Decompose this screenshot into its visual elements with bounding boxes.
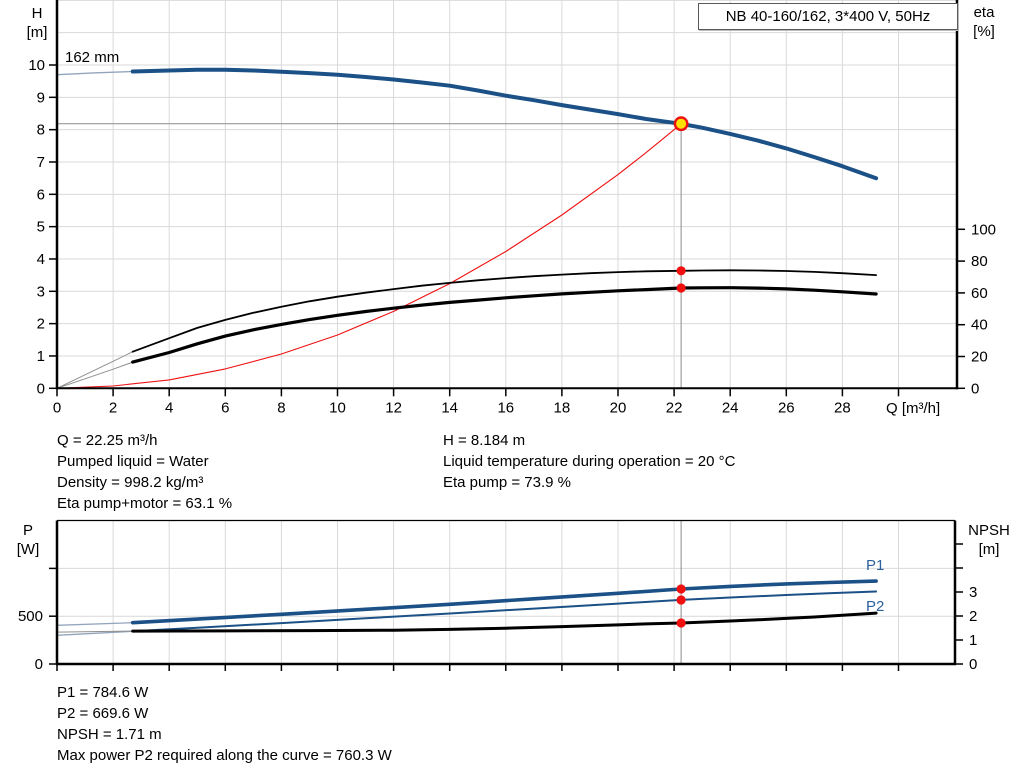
info-density: Density = 998.2 kg/m³ [57,474,204,491]
eta-axis-label-line2: [%] [973,23,995,40]
tick-label: 2 [37,316,45,333]
p-axis-label-line2: [W] [16,541,40,558]
tick-label: 24 [722,399,739,416]
duty-info-left: Q = 22.25 m³/h Pumped liquid = Water Den… [57,430,232,514]
tick-label: 0 [971,380,979,397]
tick-label: 8 [37,122,45,139]
npsh-axis-label-line2: [m] [978,541,1000,558]
tick-label: 80 [971,253,988,270]
info-npsh: NPSH = 1.71 m [57,726,162,743]
tick-label: 4 [37,251,45,268]
info-eta-pump-motor: Eta pump+motor = 63.1 % [57,495,233,512]
tick-label: 12 [385,399,402,416]
tick-label: 3 [969,584,977,601]
tick-label: 5 [37,219,45,236]
curve-p2-curve [131,590,878,633]
info-p1: P1 = 784.6 W [57,684,149,701]
p-axis-label: P [W] [6,521,50,559]
tick-label: 6 [37,186,45,203]
info-head: H = 8.184 m [443,432,526,449]
tick-label: 6 [221,399,229,416]
tick-label: 8 [277,399,285,416]
info-pumped-liquid: Pumped liquid = Water [57,453,209,470]
tick-label: 0 [37,380,45,397]
tick-label: 2 [969,608,977,625]
h-axis-label: H [m] [20,4,54,42]
npsh-axis-label: NPSH [m] [958,521,1020,559]
h-axis-label-line2: [m] [26,24,48,41]
curve-p1-curve [130,579,878,625]
eta-pump-point [676,266,686,276]
eta-pump-motor-point [676,283,686,293]
tick-label: 4 [165,399,173,416]
qh-grid [57,0,957,389]
tick-label: 60 [971,285,988,302]
duty-point-marker[interactable] [673,116,689,132]
p-axis-label-line1: P [22,522,33,539]
curve-head-curve-extrapolation [56,70,134,76]
tick-label: 40 [971,317,988,334]
tick-label: 2 [109,399,117,416]
tick-label: 10 [329,399,346,416]
impeller-diameter-label: 162 mm [65,49,120,66]
info-max-power-p2: Max power P2 required along the curve = … [57,747,392,764]
curve-p1-extrapolation [56,622,134,626]
tick-label: 1 [37,348,45,365]
info-p2: P2 = 669.6 W [57,705,149,722]
tick-label: 14 [441,399,458,416]
npsh-point [676,618,686,628]
tick-label: 0 [53,399,61,416]
curve-system-curve [56,123,682,389]
curve-npsh-extrapolation [56,630,134,633]
tick-label: 0 [969,656,977,673]
curve-eta-pump-motor-curve [131,286,878,364]
power-ticks: 0 500 0 1 2 3 [18,543,977,673]
tick-label: 0 [35,656,43,673]
p1-point [676,584,686,594]
info-liquid-temperature: Liquid temperature during operation = 20… [443,453,736,470]
info-flow: Q = 22.25 m³/h [57,432,158,449]
tick-label: 26 [778,399,795,416]
curve-eta-pump-extrapolation [56,351,134,389]
tick-label: 16 [497,399,514,416]
npsh-axis-label-line1: NPSH [968,522,1010,539]
tick-label: 22 [666,399,683,416]
tick-label: 1 [969,632,977,649]
tick-label: 9 [37,89,45,106]
curve-p2-extrapolation [56,630,134,636]
p2-curve-label: P2 [866,598,885,615]
pump-model-box: NB 40-160/162, 3*400 V, 50Hz [698,3,958,30]
power-npsh-chart: 0 500 0 1 2 3 [18,519,977,673]
tick-label: 3 [37,283,45,300]
tick-label: 100 [971,221,996,238]
p1-curve-label: P1 [866,557,885,574]
info-eta-pump: Eta pump = 73.9 % [443,474,571,491]
tick-label: 18 [554,399,571,416]
duty-info-right: H = 8.184 m Liquid temperature during op… [443,430,735,493]
power-grid [57,520,955,664]
tick-label: 7 [37,154,45,171]
tick-label: 28 [834,399,851,416]
tick-label: 10 [28,57,45,74]
h-axis-label-line1: H [31,5,43,22]
curve-eta-pump-motor-extrapolation [56,361,134,389]
eta-axis-label-line1: eta [973,4,995,21]
eta-axis-label: eta [%] [962,3,1006,41]
tick-label: 20 [610,399,627,416]
curve-npsh-curve [131,611,878,633]
q-axis-label: Q [m³/h] [886,400,941,417]
curve-eta-pump-curve [131,269,877,353]
tick-label: 500 [18,608,43,625]
power-info: P1 = 784.6 W P2 = 669.6 W NPSH = 1.71 m … [57,682,392,766]
curve-head-curve-162mm [130,67,879,181]
p2-point [676,595,686,605]
tick-label: 20 [971,349,988,366]
